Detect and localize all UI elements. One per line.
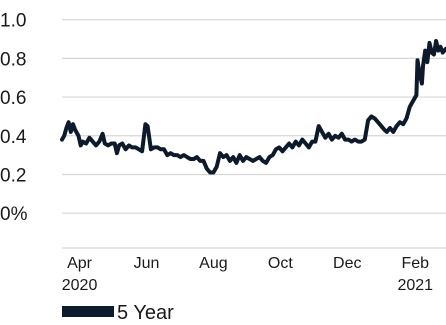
y-axis-tick-labels: 1.0 0.8 0.6 0.4 0.2 0% [0, 11, 28, 225]
x-tick-label: Oct [268, 255, 293, 272]
gridlines [62, 19, 446, 249]
y-tick-label: 0% [0, 204, 28, 225]
x-tick-year-label: 2020 [62, 277, 98, 294]
legend-swatch-5-year [62, 306, 114, 317]
y-tick-label: 0.6 [0, 88, 26, 109]
x-tick-label: Feb [401, 255, 429, 272]
legend-label-5-year: 5 Year [117, 302, 174, 324]
y-tick-label: 0.4 [0, 127, 27, 148]
x-tick-label: Jun [134, 255, 160, 272]
y-tick-label: 0.2 [0, 165, 26, 186]
x-tick-label: Dec [333, 255, 361, 272]
x-tick-year-label: 2021 [397, 277, 433, 294]
series-line-5-year [60, 39, 446, 175]
y-tick-label: 0.8 [0, 49, 26, 70]
x-tick-label: Apr [67, 255, 93, 272]
series-lines [60, 39, 446, 175]
x-axis-tick-labels: Apr 2020 Jun Aug Oct Dec Feb 2021 [62, 255, 433, 294]
y-tick-label: 1.0 [0, 11, 26, 32]
x-tick-label: Aug [199, 255, 227, 272]
legend: 5 Year [62, 302, 174, 324]
